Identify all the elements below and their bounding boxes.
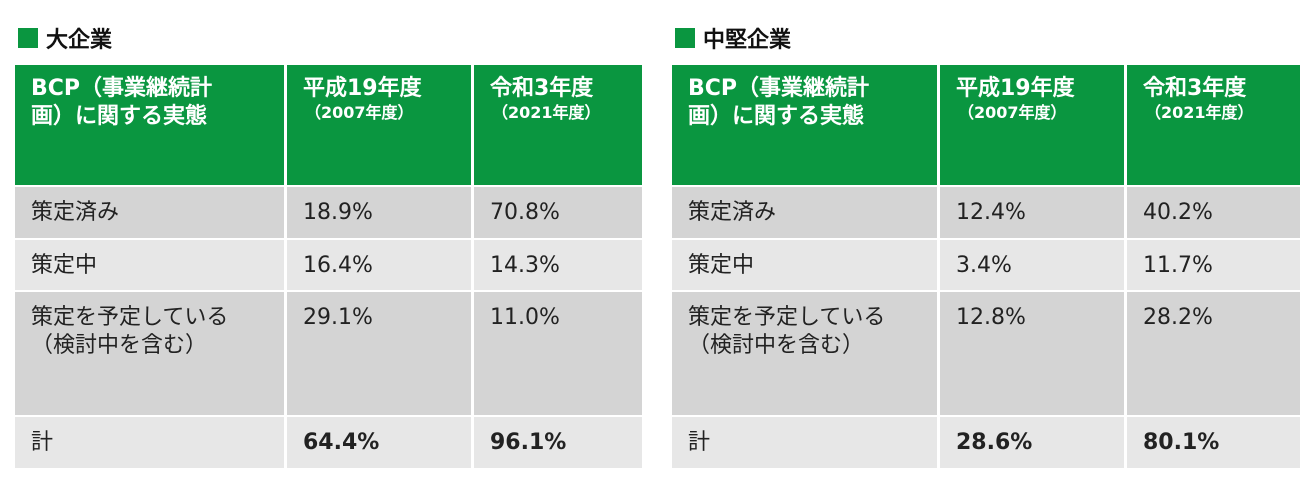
- header-cell: 平成19年度 （2007年度）: [940, 65, 1124, 185]
- table-cell: 12.8%: [940, 292, 1124, 415]
- table-title: 大企業: [18, 22, 112, 54]
- cell-value: 40.2%: [1143, 200, 1213, 225]
- cell-value: 16.4%: [303, 253, 373, 278]
- title-text: 中堅企業: [703, 28, 792, 53]
- table-cell: 64.4%: [287, 417, 471, 468]
- table-cell: 策定済み: [15, 187, 284, 238]
- cell-value: 12.8%: [956, 305, 1026, 330]
- table-cell: 策定を予定している （検討中を含む）: [672, 292, 937, 415]
- row-label: 計: [688, 430, 711, 455]
- header-cell: BCP（事業継続計 画）に関する実態: [672, 65, 937, 185]
- title-marker: [18, 28, 38, 48]
- table-cell: 計: [15, 417, 284, 468]
- header-text: 画）に関する実態: [31, 104, 208, 129]
- cell-value: 14.3%: [490, 253, 560, 278]
- table-cell: 策定済み: [672, 187, 937, 238]
- cell-value: 80.1%: [1143, 430, 1220, 455]
- table-cell: 40.2%: [1127, 187, 1300, 238]
- row-label: 策定を予定している: [688, 305, 886, 330]
- cell-value: 18.9%: [303, 200, 373, 225]
- row-label: 策定中: [688, 253, 755, 278]
- cell-value: 3.4%: [956, 253, 1012, 278]
- table-cell: 18.9%: [287, 187, 471, 238]
- cell-value: 96.1%: [490, 430, 567, 455]
- header-main: 令和3年度: [1143, 76, 1247, 101]
- cell-value: 12.4%: [956, 200, 1026, 225]
- row-label: 策定済み: [31, 200, 120, 225]
- table-cell: 80.1%: [1127, 417, 1300, 468]
- cell-value: 28.2%: [1143, 305, 1213, 330]
- table-cell: 28.6%: [940, 417, 1124, 468]
- table-cell: 11.0%: [474, 292, 642, 415]
- table-cell: 11.7%: [1127, 240, 1300, 290]
- header-cell: BCP（事業継続計 画）に関する実態: [15, 65, 284, 185]
- table-cell: 3.4%: [940, 240, 1124, 290]
- header-sub: （2021年度）: [1145, 103, 1254, 122]
- title-text: 大企業: [46, 28, 113, 53]
- table-cell: 策定を予定している （検討中を含む）: [15, 292, 284, 415]
- table-cell: 70.8%: [474, 187, 642, 238]
- cell-value: 70.8%: [490, 200, 560, 225]
- table-cell: 策定中: [672, 240, 937, 290]
- header-text: BCP（事業継続計: [31, 76, 213, 101]
- row-label: （検討中を含む）: [688, 333, 865, 358]
- header-main: 令和3年度: [490, 76, 594, 101]
- header-cell: 令和3年度 （2021年度）: [474, 65, 642, 185]
- row-label: （検討中を含む）: [31, 333, 208, 358]
- header-sub: （2021年度）: [492, 103, 601, 122]
- cell-value: 64.4%: [303, 430, 380, 455]
- table-cell: 16.4%: [287, 240, 471, 290]
- header-cell: 令和3年度 （2021年度）: [1127, 65, 1300, 185]
- row-label: 策定を予定している: [31, 305, 229, 330]
- header-sub: （2007年度）: [958, 103, 1067, 122]
- cell-value: 11.7%: [1143, 253, 1213, 278]
- table-cell: 14.3%: [474, 240, 642, 290]
- row-label: 策定中: [31, 253, 98, 278]
- header-cell: 平成19年度 （2007年度）: [287, 65, 471, 185]
- header-main: 平成19年度: [956, 76, 1075, 101]
- row-label: 計: [31, 430, 54, 455]
- header-sub: （2007年度）: [305, 103, 414, 122]
- cell-value: 28.6%: [956, 430, 1033, 455]
- table-title: 中堅企業: [675, 22, 791, 54]
- header-main: 平成19年度: [303, 76, 422, 101]
- table-cell: 計: [672, 417, 937, 468]
- table-cell: 12.4%: [940, 187, 1124, 238]
- header-text: BCP（事業継続計: [688, 76, 870, 101]
- cell-value: 29.1%: [303, 305, 373, 330]
- table-cell: 29.1%: [287, 292, 471, 415]
- cell-value: 11.0%: [490, 305, 560, 330]
- table-cell: 96.1%: [474, 417, 642, 468]
- row-label: 策定済み: [688, 200, 777, 225]
- header-text: 画）に関する実態: [688, 104, 865, 129]
- table-cell: 策定中: [15, 240, 284, 290]
- table-cell: 28.2%: [1127, 292, 1300, 415]
- title-marker: [675, 28, 695, 48]
